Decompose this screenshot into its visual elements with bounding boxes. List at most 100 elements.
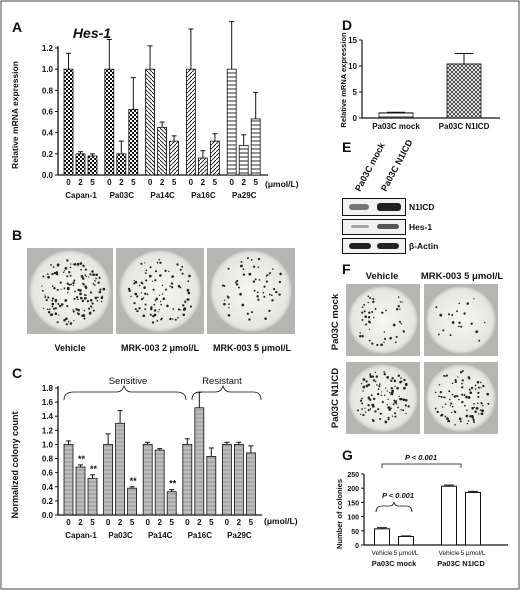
panel-g-y-tick-label: 0 bbox=[355, 543, 359, 550]
panel-a-bar bbox=[169, 140, 180, 176]
panel-g-bar-label: 5 μmol/L bbox=[393, 550, 418, 557]
panel-a-dose-label: 2 bbox=[201, 178, 206, 187]
panel-a-dose-label: 0 bbox=[189, 178, 194, 187]
panel-a-bar bbox=[128, 108, 139, 176]
panel-a-dose-label: 0 bbox=[66, 178, 71, 187]
panel-g-ylabel: Number of colonies bbox=[335, 479, 344, 549]
panel-g-bar bbox=[374, 528, 390, 546]
panel-c-cell-line-label: Pa29C bbox=[227, 531, 252, 540]
panel-c-significance-mark: ** bbox=[130, 476, 138, 486]
panel-c-bar bbox=[221, 444, 232, 516]
panel-f-col-mrk: MRK-003 5 μmol/L bbox=[421, 271, 504, 282]
panel-letter-d: D bbox=[342, 17, 352, 33]
panel-a-bar bbox=[185, 68, 196, 176]
panel-c-dose-label: 5 bbox=[130, 518, 135, 527]
panel-c-brace-resistant bbox=[191, 384, 262, 401]
panel-c-cell-line-label: Pa16C bbox=[188, 531, 213, 540]
panel-e-row-n1icd: N1ICD bbox=[409, 202, 435, 212]
panel-a-y-tick-label: 0.4 bbox=[42, 129, 54, 138]
panel-c-dose-label: 5 bbox=[169, 518, 174, 527]
panel-c-significance-mark: ** bbox=[78, 454, 86, 464]
panel-a-unit: (μmol/L) bbox=[265, 179, 299, 189]
panel-a-dose-label: 5 bbox=[90, 178, 95, 187]
panel-c-y-tick-label: 1.0 bbox=[42, 440, 54, 449]
panel-g-y-tick-label: 100 bbox=[347, 515, 359, 522]
panel-c-group-resistant: Resistant bbox=[202, 376, 242, 387]
panel-d-y-tick-label: 10 bbox=[348, 62, 357, 71]
panel-letter-c: C bbox=[12, 365, 22, 381]
panel-f-row-mock: Pa03C mock bbox=[330, 293, 341, 350]
panel-g-y-tick-label: 250 bbox=[347, 472, 359, 479]
panel-c-bar bbox=[115, 422, 125, 516]
panel-f-col-vehicle: Vehicle bbox=[366, 271, 399, 282]
panel-c-dose-label: 5 bbox=[90, 518, 95, 527]
panel-c-bar bbox=[166, 491, 177, 516]
panel-c-dose-label: 5 bbox=[249, 518, 254, 527]
panel-c-bar bbox=[63, 444, 74, 516]
panel-a-y-tick-label: 0.2 bbox=[42, 150, 54, 159]
plate-image-mrk-5 bbox=[207, 248, 295, 334]
panel-d-category-label: Pa03C mock bbox=[372, 122, 420, 131]
panel-c-bar bbox=[194, 407, 205, 516]
panel-c-y-tick-label: 1.8 bbox=[42, 384, 54, 393]
panel-a-dose-label: 0 bbox=[148, 178, 153, 187]
plate-image-mock-mrk bbox=[424, 284, 498, 356]
panel-c-cell-line-label: Capan-1 bbox=[65, 531, 97, 540]
plate-image-n1icd-mrk bbox=[424, 362, 498, 434]
panel-a-bar bbox=[250, 118, 261, 176]
panel-a-bar bbox=[145, 68, 156, 176]
panel-c-y-tick-label: 0.6 bbox=[42, 469, 54, 478]
panel-letter-f: F bbox=[342, 261, 351, 277]
panel-c-dose-label: 0 bbox=[66, 518, 71, 527]
panel-a-title: Hes-1 bbox=[73, 25, 111, 41]
panel-c-dose-label: 2 bbox=[118, 518, 123, 527]
panel-c-dose-label: 2 bbox=[78, 518, 83, 527]
panel-c-y-tick-label: 0.8 bbox=[42, 455, 54, 464]
panel-a-dose-label: 5 bbox=[131, 178, 136, 187]
panel-g-y-tick-label: 150 bbox=[347, 500, 359, 507]
panel-a-bar bbox=[226, 68, 237, 176]
panel-a-bar bbox=[238, 144, 249, 176]
panel-c-cell-line-label: Pa14C bbox=[148, 531, 173, 540]
panel-b-label-vehicle: Vehicle bbox=[54, 343, 85, 353]
panel-c-dose-label: 2 bbox=[197, 518, 202, 527]
plate-image-n1icd-vehicle bbox=[346, 362, 420, 434]
panel-a-dose-label: 2 bbox=[160, 178, 165, 187]
panel-a-cell-line-label: Capan-1 bbox=[65, 191, 97, 200]
panel-b-label-mrk-2: MRK-003 2 μmol/L bbox=[121, 343, 200, 353]
panel-a-dose-label: 5 bbox=[172, 178, 177, 187]
panel-c-bar bbox=[142, 444, 153, 516]
panel-a-cell-line-label: Pa14C bbox=[150, 191, 175, 200]
panel-a-ylabel: Relative mRNA expression bbox=[10, 61, 20, 169]
panel-g-bar-label: Vehicle bbox=[372, 550, 393, 557]
plate-image-mock-vehicle bbox=[346, 284, 420, 356]
panel-c-dose-label: 0 bbox=[145, 518, 150, 527]
panel-a-bar bbox=[104, 68, 115, 176]
panel-a-dose-label: 2 bbox=[78, 178, 83, 187]
panel-d-y-tick-label: 5 bbox=[353, 88, 358, 97]
panel-c-group-sensitive: Sensitive bbox=[109, 376, 148, 387]
plate-image-vehicle bbox=[27, 248, 113, 334]
panel-c-ylabel: Normalized colony count bbox=[10, 411, 20, 518]
panel-c-bar bbox=[206, 456, 217, 516]
panel-c-bar bbox=[233, 444, 244, 516]
panel-letter-b: B bbox=[12, 227, 22, 243]
panel-c-bar bbox=[245, 452, 256, 516]
panel-c-y-tick-label: 0.2 bbox=[42, 497, 54, 506]
panel-a-y-tick-label: 0.6 bbox=[42, 108, 54, 117]
blot-n1icd bbox=[342, 198, 406, 216]
panel-c-cell-line-label: Pa03C bbox=[108, 531, 133, 540]
panel-g-bar bbox=[465, 491, 481, 546]
panel-c-bar bbox=[87, 477, 98, 516]
panel-c-dose-label: 2 bbox=[237, 518, 242, 527]
plate-image-mrk-2 bbox=[116, 248, 204, 334]
panel-a-cell-line-label: Pa16C bbox=[191, 191, 216, 200]
panel-a-dose-label: 0 bbox=[229, 178, 234, 187]
panel-letter-e: E bbox=[342, 139, 351, 155]
panel-c-bar bbox=[103, 444, 113, 516]
panel-f-row-n1icd: Pa03C N1ICD bbox=[330, 368, 341, 428]
panel-d-y-tick-label: 15 bbox=[348, 36, 357, 45]
panel-b-label-mrk-5: MRK-003 5 μmol/L bbox=[213, 343, 292, 353]
